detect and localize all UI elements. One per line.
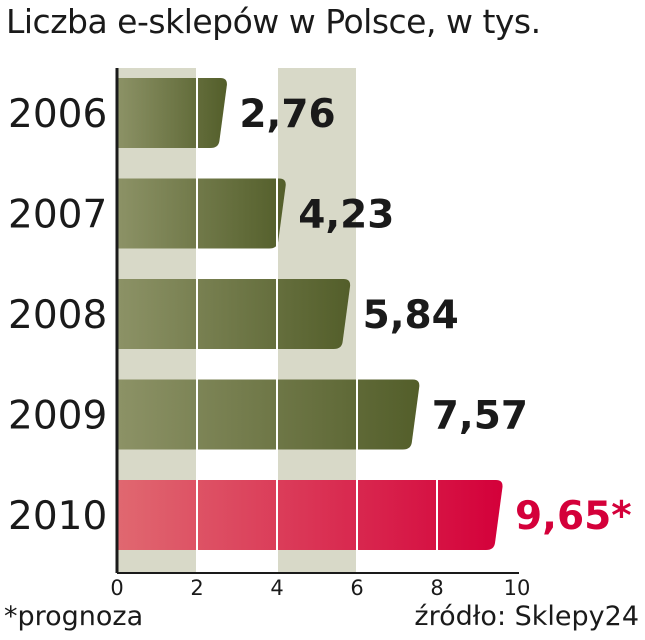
chart-title: Liczba e-sklepów w Polsce, w tys. [6,2,541,41]
bar-2009 [118,379,420,450]
bar-2010 [118,480,503,550]
bar-2007 [118,178,286,249]
footnote: *prognoza [4,601,144,632]
value-label: 2,76 [239,92,335,137]
category-label: 2009 [8,394,107,439]
bar-2008 [118,279,351,349]
value-label: 7,57 [432,394,528,439]
tick-label: 2 [190,576,203,600]
category-label: 2007 [8,193,107,238]
tick-label: 6 [350,576,363,600]
value-label: 4,23 [298,193,394,238]
value-label: 5,84 [363,293,459,338]
tick-label: 4 [270,576,283,600]
tick-label: 0 [110,576,123,600]
category-label: 2010 [8,494,107,539]
value-label: 9,65* [515,494,632,539]
source-note: źródło: Sklepy24 [414,601,639,632]
category-label: 2006 [8,92,107,137]
tick-label: 10 [504,576,531,600]
tick-label: 8 [430,576,443,600]
category-label: 2008 [8,293,107,338]
bar-2006 [118,78,227,148]
